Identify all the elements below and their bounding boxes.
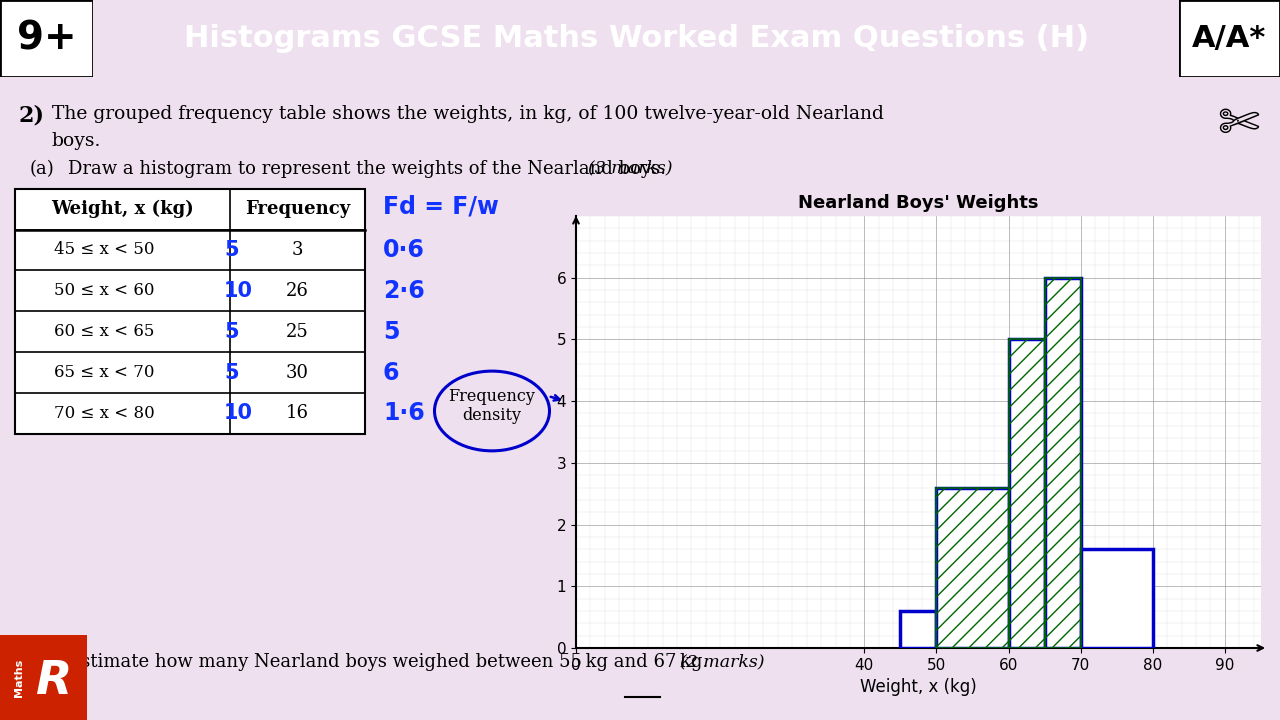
Bar (15, 189, 365, 434)
Text: 6: 6 (383, 361, 399, 384)
Text: 3: 3 (292, 241, 303, 259)
Bar (900, 611, 937, 648)
Text: 5: 5 (383, 320, 399, 343)
Text: 1·6: 1·6 (383, 402, 425, 426)
Text: 9+: 9+ (17, 19, 77, 58)
Text: 0·6: 0·6 (383, 238, 425, 262)
Text: (b): (b) (29, 653, 55, 671)
Text: 30: 30 (285, 364, 308, 382)
Text: 25: 25 (287, 323, 308, 341)
Text: 50 ≤ x < 60: 50 ≤ x < 60 (54, 282, 155, 300)
Text: Fd = F/w: Fd = F/w (383, 194, 499, 219)
Text: The grouped frequency table shows the weights, in kg, of 100 twelve-year-old Nea: The grouped frequency table shows the we… (52, 105, 884, 123)
Text: 65 ≤ x < 70: 65 ≤ x < 70 (54, 364, 155, 381)
Text: 5: 5 (224, 322, 238, 342)
Text: 45 ≤ x < 50: 45 ≤ x < 50 (54, 241, 155, 258)
Bar (937, 487, 1009, 648)
Text: Estimate how many Nearland boys weighed between 55 kg and 67 kg.: Estimate how many Nearland boys weighed … (68, 653, 708, 671)
Text: 10: 10 (224, 403, 253, 423)
Text: Histograms GCSE Maths Worked Exam Questions (H): Histograms GCSE Maths Worked Exam Questi… (183, 24, 1089, 53)
Title: Nearland Boys' Weights: Nearland Boys' Weights (799, 194, 1038, 212)
Text: (a): (a) (29, 160, 55, 178)
Text: A/A*: A/A* (1192, 24, 1267, 53)
Text: 16: 16 (285, 405, 308, 423)
Bar (1044, 278, 1080, 648)
Text: 70 ≤ x < 80: 70 ≤ x < 80 (54, 405, 155, 422)
Bar (937, 487, 1009, 648)
Text: 5: 5 (224, 240, 238, 260)
Text: Weight, x (kg): Weight, x (kg) (51, 200, 193, 218)
Text: ✄: ✄ (1217, 101, 1260, 149)
Bar (1080, 549, 1153, 648)
X-axis label: Weight, x (kg): Weight, x (kg) (860, 678, 977, 696)
Text: Frequency: Frequency (244, 200, 351, 218)
Text: 26: 26 (285, 282, 308, 300)
Text: Draw a histogram to represent the weights of the Nearland boys.: Draw a histogram to represent the weight… (68, 160, 666, 178)
Text: 60 ≤ x < 65: 60 ≤ x < 65 (54, 323, 155, 341)
Text: (2 marks): (2 marks) (680, 653, 764, 670)
Text: 5: 5 (224, 363, 238, 382)
Text: 2·6: 2·6 (383, 279, 425, 303)
Bar (1009, 339, 1044, 648)
Text: 10: 10 (224, 281, 253, 301)
Text: Maths: Maths (14, 658, 24, 697)
Text: R: R (36, 660, 72, 704)
Text: boys.: boys. (52, 132, 101, 150)
Text: (3 marks): (3 marks) (588, 160, 672, 177)
Text: Frequency
density: Frequency density (448, 387, 535, 424)
Text: 2): 2) (18, 105, 44, 127)
Bar (1044, 278, 1080, 648)
Bar (1009, 339, 1044, 648)
